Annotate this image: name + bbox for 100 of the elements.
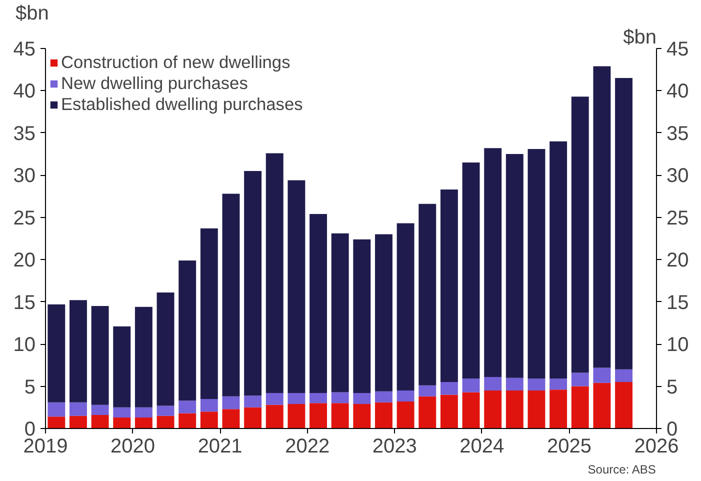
bar: [134, 306, 152, 408]
x-tick-label: 2024: [460, 436, 504, 458]
bar: [484, 390, 502, 428]
bar: [418, 396, 436, 428]
bar: [288, 404, 306, 428]
bar: [222, 409, 240, 428]
y2-tick-label: 15: [666, 292, 689, 314]
y-tick-label: 10: [13, 334, 36, 356]
bar: [91, 404, 109, 415]
bar: [571, 372, 589, 386]
bar: [396, 223, 414, 390]
y2-tick-label: 10: [666, 334, 689, 356]
bar: [200, 412, 218, 428]
bar: [310, 403, 327, 428]
legend-label: New dwelling purchases: [61, 73, 248, 94]
y-tick-label: 25: [13, 207, 36, 230]
bar: [353, 404, 371, 428]
bar: [331, 233, 349, 392]
bar: [418, 385, 436, 396]
bar: [178, 400, 196, 414]
bar: [506, 378, 524, 390]
bar: [550, 141, 568, 379]
y2-tick-label: 20: [666, 250, 689, 272]
bar: [375, 234, 392, 392]
bar: [134, 407, 152, 418]
y-tick-label: 35: [13, 122, 36, 145]
legend-label: Construction of new dwellings: [61, 52, 290, 73]
y2-tick-label: 25: [666, 207, 689, 230]
source-note: Source: ABS: [588, 462, 656, 476]
bar: [266, 404, 284, 428]
bar: [48, 416, 66, 428]
bar: [134, 418, 152, 428]
bar: [178, 413, 196, 428]
y-tick-label: 30: [13, 165, 36, 188]
bar: [91, 414, 109, 428]
bar: [331, 403, 349, 428]
bar: [528, 378, 546, 390]
y2-tick-label: 45: [666, 38, 689, 60]
y-axis-title: $bn: [16, 2, 49, 24]
bar: [375, 402, 392, 428]
bar: [615, 78, 632, 370]
bar: [571, 386, 589, 428]
bar: [113, 407, 131, 418]
y-tick-label: 45: [13, 38, 36, 60]
bar: [288, 180, 306, 394]
bar: [244, 170, 262, 396]
y2-tick-label: 35: [666, 122, 689, 145]
bar: [593, 368, 611, 383]
y-tick-label: 20: [13, 250, 36, 272]
y-tick-label: 5: [24, 376, 36, 398]
bar: [528, 148, 546, 379]
bar: [70, 300, 87, 402]
bar: [48, 304, 66, 402]
bar: [113, 418, 131, 428]
bar: [200, 228, 218, 399]
legend-label: Established dwelling purchases: [61, 94, 303, 115]
bar: [550, 378, 568, 390]
bar: [178, 260, 196, 401]
bar: [593, 66, 611, 368]
x-tick-label: 2020: [110, 436, 156, 458]
bar: [310, 214, 327, 394]
bar: [244, 396, 262, 408]
bar: [615, 369, 632, 382]
bar: [244, 407, 262, 428]
y-tick-label: 40: [13, 80, 36, 103]
bar: [418, 204, 436, 386]
bar: [156, 292, 174, 406]
bar: [156, 416, 174, 428]
bar: [528, 390, 546, 428]
bar: [506, 154, 524, 378]
bar: [440, 190, 458, 382]
bar: [70, 416, 87, 428]
x-tick-label: 2023: [372, 436, 417, 458]
bar: [615, 382, 632, 428]
bar: [396, 390, 414, 402]
bar: [396, 401, 414, 428]
bar: [462, 378, 480, 392]
bar: [440, 394, 458, 428]
x-tick-label: 2019: [23, 436, 68, 458]
x-tick-label: 2025: [546, 436, 592, 458]
bar: [113, 326, 131, 408]
bar: [484, 148, 502, 377]
bar: [484, 376, 502, 390]
y2-tick-label: 30: [666, 165, 689, 188]
bar: [266, 153, 284, 394]
bar: [353, 239, 371, 394]
y2-tick-label: 40: [666, 80, 689, 103]
y2-tick-label: 5: [666, 376, 678, 398]
x-tick-label: 2022: [285, 436, 330, 458]
bar: [200, 398, 218, 412]
y-tick-label: 15: [13, 292, 36, 314]
bar: [440, 382, 458, 395]
bar: [310, 393, 327, 404]
y2-axis-title: $bn: [623, 26, 657, 48]
bar: [156, 406, 174, 416]
bar: [222, 396, 240, 410]
bar: [550, 390, 568, 428]
bar: [571, 96, 589, 373]
bar: [462, 162, 480, 379]
bar: [70, 402, 87, 416]
